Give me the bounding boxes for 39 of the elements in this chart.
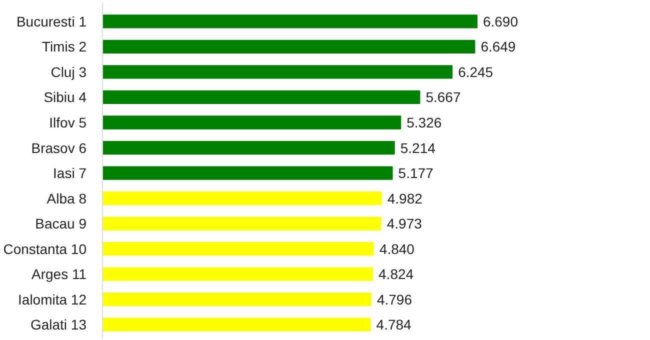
y-tick-label: Bacau 9 <box>35 216 87 232</box>
bar <box>102 14 478 28</box>
bar <box>102 90 420 104</box>
bar <box>102 292 372 306</box>
data-label: 5.214 <box>400 140 436 156</box>
y-tick-label: Constanta 10 <box>3 240 87 257</box>
data-label: 6.245 <box>458 64 494 80</box>
y-tick-label: Cluj 3 <box>50 64 87 80</box>
y-tick-label: Ialomita 12 <box>18 291 87 308</box>
bar <box>102 40 476 54</box>
data-label: 4.982 <box>387 190 423 206</box>
bar <box>102 318 371 332</box>
bar <box>102 242 374 256</box>
bar <box>102 140 395 155</box>
bar <box>102 65 453 79</box>
data-label: 4.973 <box>386 216 422 232</box>
bar <box>102 216 382 230</box>
y-tick-label: Ilfov 5 <box>49 114 87 130</box>
data-label: 6.649 <box>480 38 516 55</box>
bar <box>102 166 393 180</box>
y-tick-label: Brasov 6 <box>31 140 87 156</box>
data-label: 5.667 <box>426 89 461 106</box>
data-label: 4.796 <box>376 291 412 308</box>
data-label: 4.784 <box>376 316 412 333</box>
bar <box>102 116 402 130</box>
data-label: 6.690 <box>482 13 518 30</box>
y-tick-label: Sibiu 4 <box>44 89 87 106</box>
y-tick-label: Galati 13 <box>30 316 87 333</box>
y-tick-label: Alba 8 <box>46 190 87 206</box>
bar <box>102 267 374 281</box>
data-label: 5.326 <box>406 114 442 130</box>
y-tick-label: Bucuresti 1 <box>16 13 87 30</box>
y-tick-label: Arges 11 <box>32 266 87 282</box>
data-label: 4.824 <box>378 266 414 282</box>
data-label: 5.177 <box>398 165 434 182</box>
data-label: 4.840 <box>379 240 415 257</box>
bar <box>102 191 382 206</box>
y-tick-label: Timis 2 <box>42 38 87 55</box>
y-tick-label: Iasi 7 <box>53 165 87 182</box>
